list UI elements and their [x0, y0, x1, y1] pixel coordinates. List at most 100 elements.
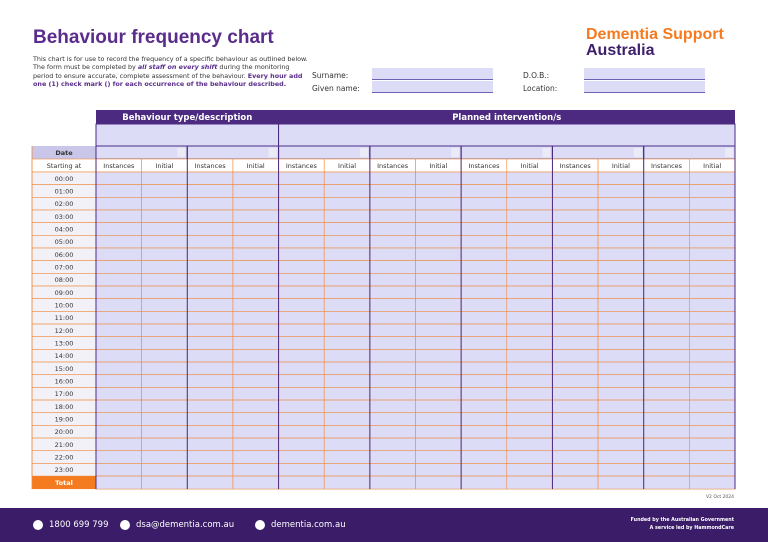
entry-cell[interactable] [369, 349, 416, 363]
entry-cell[interactable] [141, 197, 188, 211]
entry-cell[interactable] [506, 361, 553, 376]
entry-cell[interactable] [415, 171, 462, 185]
entry-cell[interactable] [415, 222, 462, 236]
entry-cell[interactable] [460, 235, 508, 249]
total-cell[interactable] [415, 475, 462, 490]
entry-cell[interactable] [141, 387, 188, 401]
entry-cell[interactable] [323, 450, 371, 464]
total-cell[interactable] [186, 475, 234, 490]
entry-cell[interactable] [278, 235, 325, 249]
entry-cell[interactable] [232, 260, 279, 274]
entry-cell[interactable] [369, 361, 416, 376]
entry-cell[interactable] [141, 323, 188, 338]
entry-cell[interactable] [186, 450, 234, 464]
entry-cell[interactable] [689, 387, 736, 401]
entry-cell[interactable] [141, 311, 188, 325]
entry-cell[interactable] [506, 285, 553, 299]
entry-cell[interactable] [643, 412, 690, 426]
entry-cell[interactable] [552, 463, 599, 477]
entry-cell[interactable] [95, 323, 142, 338]
entry-cell[interactable] [232, 463, 279, 477]
entry-cell[interactable] [506, 311, 553, 325]
entry-cell[interactable] [141, 336, 188, 350]
entry-cell[interactable] [460, 387, 508, 401]
entry-cell[interactable] [186, 184, 234, 198]
entry-cell[interactable] [232, 209, 279, 223]
entry-cell[interactable] [95, 285, 142, 299]
entry-cell[interactable] [186, 171, 234, 185]
description-input[interactable] [95, 123, 280, 147]
entry-cell[interactable] [506, 450, 553, 464]
entry-cell[interactable] [232, 222, 279, 236]
entry-cell[interactable] [643, 184, 690, 198]
entry-cell[interactable] [643, 311, 690, 325]
date-input[interactable] [369, 145, 462, 160]
entry-cell[interactable] [232, 323, 279, 338]
entry-cell[interactable] [552, 197, 599, 211]
entry-cell[interactable] [689, 209, 736, 223]
entry-cell[interactable] [643, 247, 690, 261]
entry-cell[interactable] [232, 298, 279, 312]
entry-cell[interactable] [460, 273, 508, 287]
entry-cell[interactable] [506, 374, 553, 388]
entry-cell[interactable] [689, 349, 736, 363]
entry-cell[interactable] [415, 311, 462, 325]
entry-cell[interactable] [597, 399, 645, 414]
entry-cell[interactable] [232, 336, 279, 350]
entry-cell[interactable] [323, 184, 371, 198]
entry-cell[interactable] [460, 247, 508, 261]
entry-cell[interactable] [369, 463, 416, 477]
entry-cell[interactable] [415, 412, 462, 426]
entry-cell[interactable] [643, 437, 690, 452]
entry-cell[interactable] [232, 171, 279, 185]
entry-cell[interactable] [552, 336, 599, 350]
entry-cell[interactable] [415, 425, 462, 439]
entry-cell[interactable] [278, 349, 325, 363]
entry-cell[interactable] [506, 336, 553, 350]
entry-cell[interactable] [186, 437, 234, 452]
entry-cell[interactable] [643, 349, 690, 363]
entry-cell[interactable] [506, 209, 553, 223]
entry-cell[interactable] [643, 387, 690, 401]
entry-cell[interactable] [552, 437, 599, 452]
entry-cell[interactable] [415, 235, 462, 249]
entry-cell[interactable] [415, 437, 462, 452]
entry-cell[interactable] [369, 336, 416, 350]
entry-cell[interactable] [415, 374, 462, 388]
entry-cell[interactable] [597, 349, 645, 363]
total-cell[interactable] [232, 475, 279, 490]
entry-cell[interactable] [278, 336, 325, 350]
input-field[interactable] [584, 81, 705, 93]
entry-cell[interactable] [141, 222, 188, 236]
entry-cell[interactable] [278, 412, 325, 426]
entry-cell[interactable] [95, 311, 142, 325]
entry-cell[interactable] [415, 450, 462, 464]
entry-cell[interactable] [141, 425, 188, 439]
entry-cell[interactable] [689, 222, 736, 236]
entry-cell[interactable] [278, 298, 325, 312]
entry-cell[interactable] [597, 197, 645, 211]
entry-cell[interactable] [552, 323, 599, 338]
entry-cell[interactable] [278, 399, 325, 414]
date-input[interactable] [551, 145, 645, 160]
entry-cell[interactable] [506, 412, 553, 426]
entry-cell[interactable] [186, 285, 234, 299]
entry-cell[interactable] [323, 323, 371, 338]
entry-cell[interactable] [278, 323, 325, 338]
entry-cell[interactable] [415, 247, 462, 261]
entry-cell[interactable] [369, 399, 416, 414]
entry-cell[interactable] [552, 412, 599, 426]
entry-cell[interactable] [460, 311, 508, 325]
entry-cell[interactable] [460, 399, 508, 414]
entry-cell[interactable] [552, 235, 599, 249]
entry-cell[interactable] [95, 273, 142, 287]
entry-cell[interactable] [460, 412, 508, 426]
entry-cell[interactable] [552, 349, 599, 363]
entry-cell[interactable] [323, 374, 371, 388]
entry-cell[interactable] [643, 399, 690, 414]
entry-cell[interactable] [278, 260, 325, 274]
entry-cell[interactable] [278, 171, 325, 185]
entry-cell[interactable] [460, 298, 508, 312]
entry-cell[interactable] [643, 298, 690, 312]
entry-cell[interactable] [95, 171, 142, 185]
